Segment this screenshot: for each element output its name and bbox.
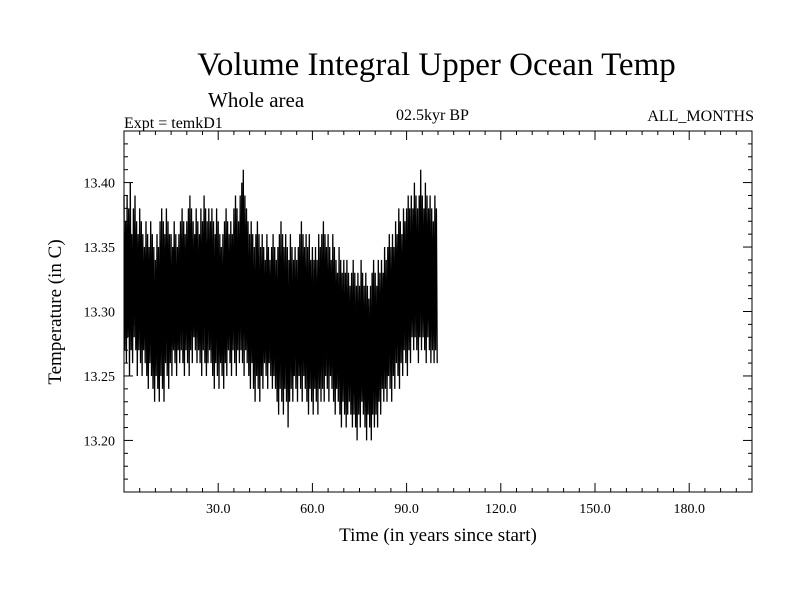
series-line: [123, 169, 438, 441]
y-axis-title: Temperature (in C): [45, 239, 66, 384]
x-axis-title: Time (in years since start): [339, 525, 537, 546]
chart-title: Volume Integral Upper Ocean Temp: [197, 47, 676, 83]
x-tick-label: 120.0: [485, 502, 517, 517]
x-tick-label: 90.0: [394, 502, 419, 517]
x-tick-label: 150.0: [579, 502, 611, 517]
y-tick-label: 13.20: [84, 434, 116, 449]
period-label: 02.5kyr BP: [396, 107, 469, 124]
axis-ticks: 30.0 60.0 90.0 120.0 150.0 180.0 13.20 13.25 13.…: [84, 131, 752, 517]
x-tick-label: 30.0: [206, 502, 231, 517]
y-tick-label: 13.35: [84, 241, 116, 256]
y-tick-label: 13.40: [84, 177, 116, 192]
x-tick-label: 180.0: [673, 502, 705, 517]
months-label: ALL_MONTHS: [647, 108, 754, 125]
x-tick-label: 60.0: [300, 502, 325, 517]
experiment-label: Expt = temkD1: [124, 115, 223, 132]
y-tick-label: 13.30: [84, 306, 116, 321]
y-tick-label: 13.25: [84, 370, 116, 385]
chart-subtitle: Whole area: [208, 88, 305, 112]
